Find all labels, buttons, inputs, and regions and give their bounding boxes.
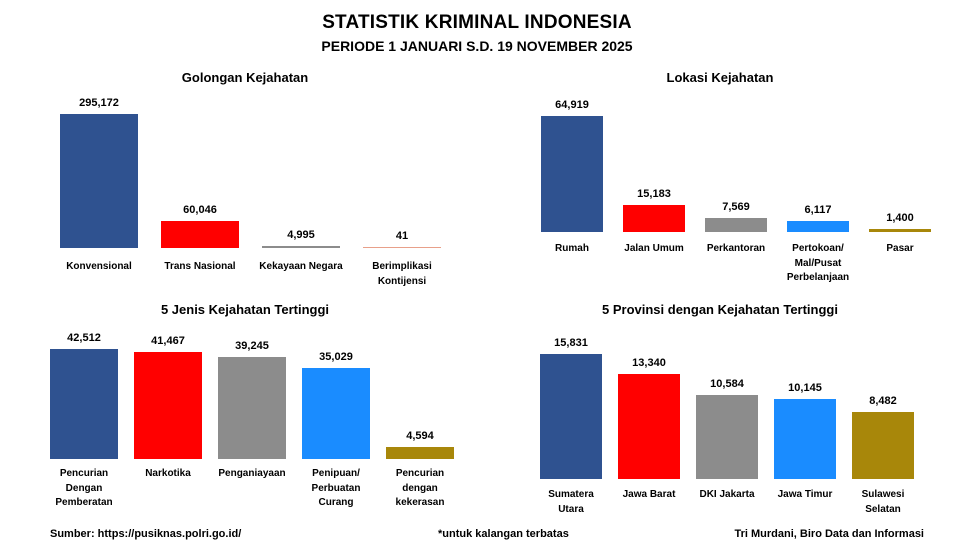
data-label: 15,183: [637, 187, 671, 200]
bar-4: [302, 368, 370, 459]
bar-2: [134, 351, 202, 459]
category-label: Berimplikasi Kontijensi: [372, 261, 432, 287]
bar-4: [363, 246, 441, 248]
category-label: Jalan Umum: [624, 243, 684, 254]
category-label: Sumatera Utara: [548, 489, 594, 515]
category-label: Jawa Timur: [777, 489, 833, 500]
category-label: Konvensional: [66, 261, 132, 272]
bar-1: [50, 349, 118, 459]
category-label: Pasar: [886, 243, 914, 254]
data-label: 15,831: [554, 337, 588, 349]
chart-title: Lokasi Kejahatan: [666, 70, 774, 85]
data-label: 42,512: [67, 332, 101, 344]
bar-3: [696, 395, 758, 479]
data-label: 10,145: [788, 381, 822, 394]
note-text: *untuk kalangan terbatas: [438, 528, 569, 540]
category-label: Rumah: [555, 243, 589, 254]
data-label: 6,117: [804, 204, 832, 217]
bar-4: [774, 398, 836, 479]
bar-2: [618, 373, 680, 479]
chart-title: 5 Jenis Kejahatan Tertinggi: [160, 302, 330, 317]
data-label: 4,594: [406, 430, 434, 443]
category-label: Narkotika: [145, 468, 191, 479]
data-label: 1,400: [886, 212, 914, 225]
bar-1: [60, 114, 138, 248]
data-label: 295,172: [79, 97, 119, 109]
chart-title: 5 Provinsi dengan Kejahatan Tertinggi: [602, 302, 838, 317]
category-label: Pencurian dengan kekerasan: [395, 468, 445, 508]
category-label: Trans Nasional: [164, 261, 236, 272]
category-label: DKI Jakarta: [699, 489, 755, 500]
page-subtitle: PERIODE 1 JANUARI S.D. 19 NOVEMBER 2025: [321, 38, 633, 54]
bar-2: [161, 220, 239, 248]
bar-5: [852, 412, 914, 479]
data-label: 41,467: [151, 334, 185, 347]
category-label: Penipuan/ Perbuatan Curang: [311, 468, 361, 508]
data-label: 41: [395, 229, 409, 242]
source-text: Sumber: https://pusiknas.polri.go.id/: [50, 528, 242, 540]
chart-title: Golongan Kejahatan: [181, 70, 309, 85]
data-label: 8,482: [869, 395, 897, 408]
data-label: 13,340: [632, 356, 666, 369]
category-label: Penganiayaan: [218, 468, 286, 479]
chart-lokasi-kejahatan: Lokasi Kejahatan 64,919 Rumah 15,183 Jalan …: [500, 70, 940, 295]
category-label: Pertokoan/ Mal/Pusat Perbelanjaan: [786, 243, 850, 283]
category-label: Kekayaan Negara: [259, 261, 343, 272]
bar-1: [540, 354, 602, 479]
author-text: Tri Murdani, Biro Data dan Informasi: [734, 528, 924, 540]
category-label: Sulawesi Selatan: [861, 489, 905, 515]
bar-4: [787, 221, 849, 232]
bar-3: [705, 218, 767, 232]
chart-provinsi-kejahatan: 5 Provinsi dengan Kejahatan Tertinggi 15…: [500, 302, 940, 522]
category-label: Jawa Barat: [622, 489, 676, 500]
chart-jenis-kejahatan: 5 Jenis Kejahatan Tertinggi 42,512 Pencur…: [20, 302, 470, 522]
data-label: 10,584: [710, 378, 744, 391]
category-label: Perkantoran: [706, 243, 766, 254]
bar-2: [623, 204, 685, 232]
data-label: 4,995: [287, 228, 315, 241]
bar-3: [262, 245, 340, 248]
bar-5: [386, 447, 454, 459]
bar-5: [869, 229, 931, 232]
chart-golongan-kejahatan: Golongan Kejahatan 295,172 Konvensional 60…: [20, 70, 470, 295]
data-label: 35,029: [319, 351, 353, 364]
data-label: 39,245: [235, 340, 269, 353]
data-label: 7,569: [722, 201, 750, 214]
page-title: STATISTIK KRIMINAL INDONESIA: [322, 12, 632, 33]
category-label: Pencurian Dengan Pemberatan: [55, 468, 113, 508]
data-label: 60,046: [183, 203, 217, 216]
bar-3: [218, 357, 286, 459]
data-label: 64,919: [555, 99, 589, 111]
bar-1: [541, 116, 603, 232]
